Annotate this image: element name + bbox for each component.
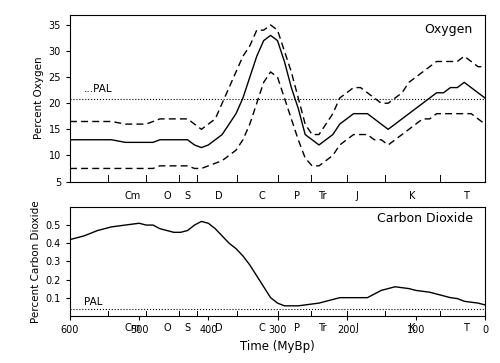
Text: J: J	[356, 323, 358, 334]
X-axis label: Time (MyBp): Time (MyBp)	[240, 340, 315, 354]
Text: P: P	[294, 191, 300, 201]
Text: T: T	[462, 191, 468, 201]
Text: Tr: Tr	[318, 323, 326, 334]
Y-axis label: Percent Oxygen: Percent Oxygen	[34, 57, 44, 139]
Text: P: P	[294, 323, 300, 334]
Text: D: D	[215, 323, 222, 334]
Text: S: S	[184, 191, 190, 201]
Text: Cm: Cm	[124, 323, 140, 334]
Text: J: J	[356, 191, 358, 201]
Text: K: K	[409, 191, 416, 201]
Text: O: O	[163, 191, 170, 201]
Text: D: D	[215, 191, 222, 201]
Text: C: C	[258, 323, 265, 334]
Text: Cm: Cm	[124, 191, 140, 201]
Text: ...PAL: ...PAL	[84, 84, 112, 94]
Text: Tr: Tr	[318, 191, 326, 201]
Text: C: C	[258, 191, 265, 201]
Text: O: O	[163, 323, 170, 334]
Text: Carbon Dioxide: Carbon Dioxide	[376, 212, 472, 225]
Y-axis label: Percent Carbon Dioxide: Percent Carbon Dioxide	[32, 200, 42, 323]
Text: K: K	[409, 323, 416, 334]
Text: S: S	[184, 323, 190, 334]
Text: PAL: PAL	[84, 297, 102, 307]
Text: T: T	[462, 323, 468, 334]
Text: Oxygen: Oxygen	[424, 23, 472, 36]
